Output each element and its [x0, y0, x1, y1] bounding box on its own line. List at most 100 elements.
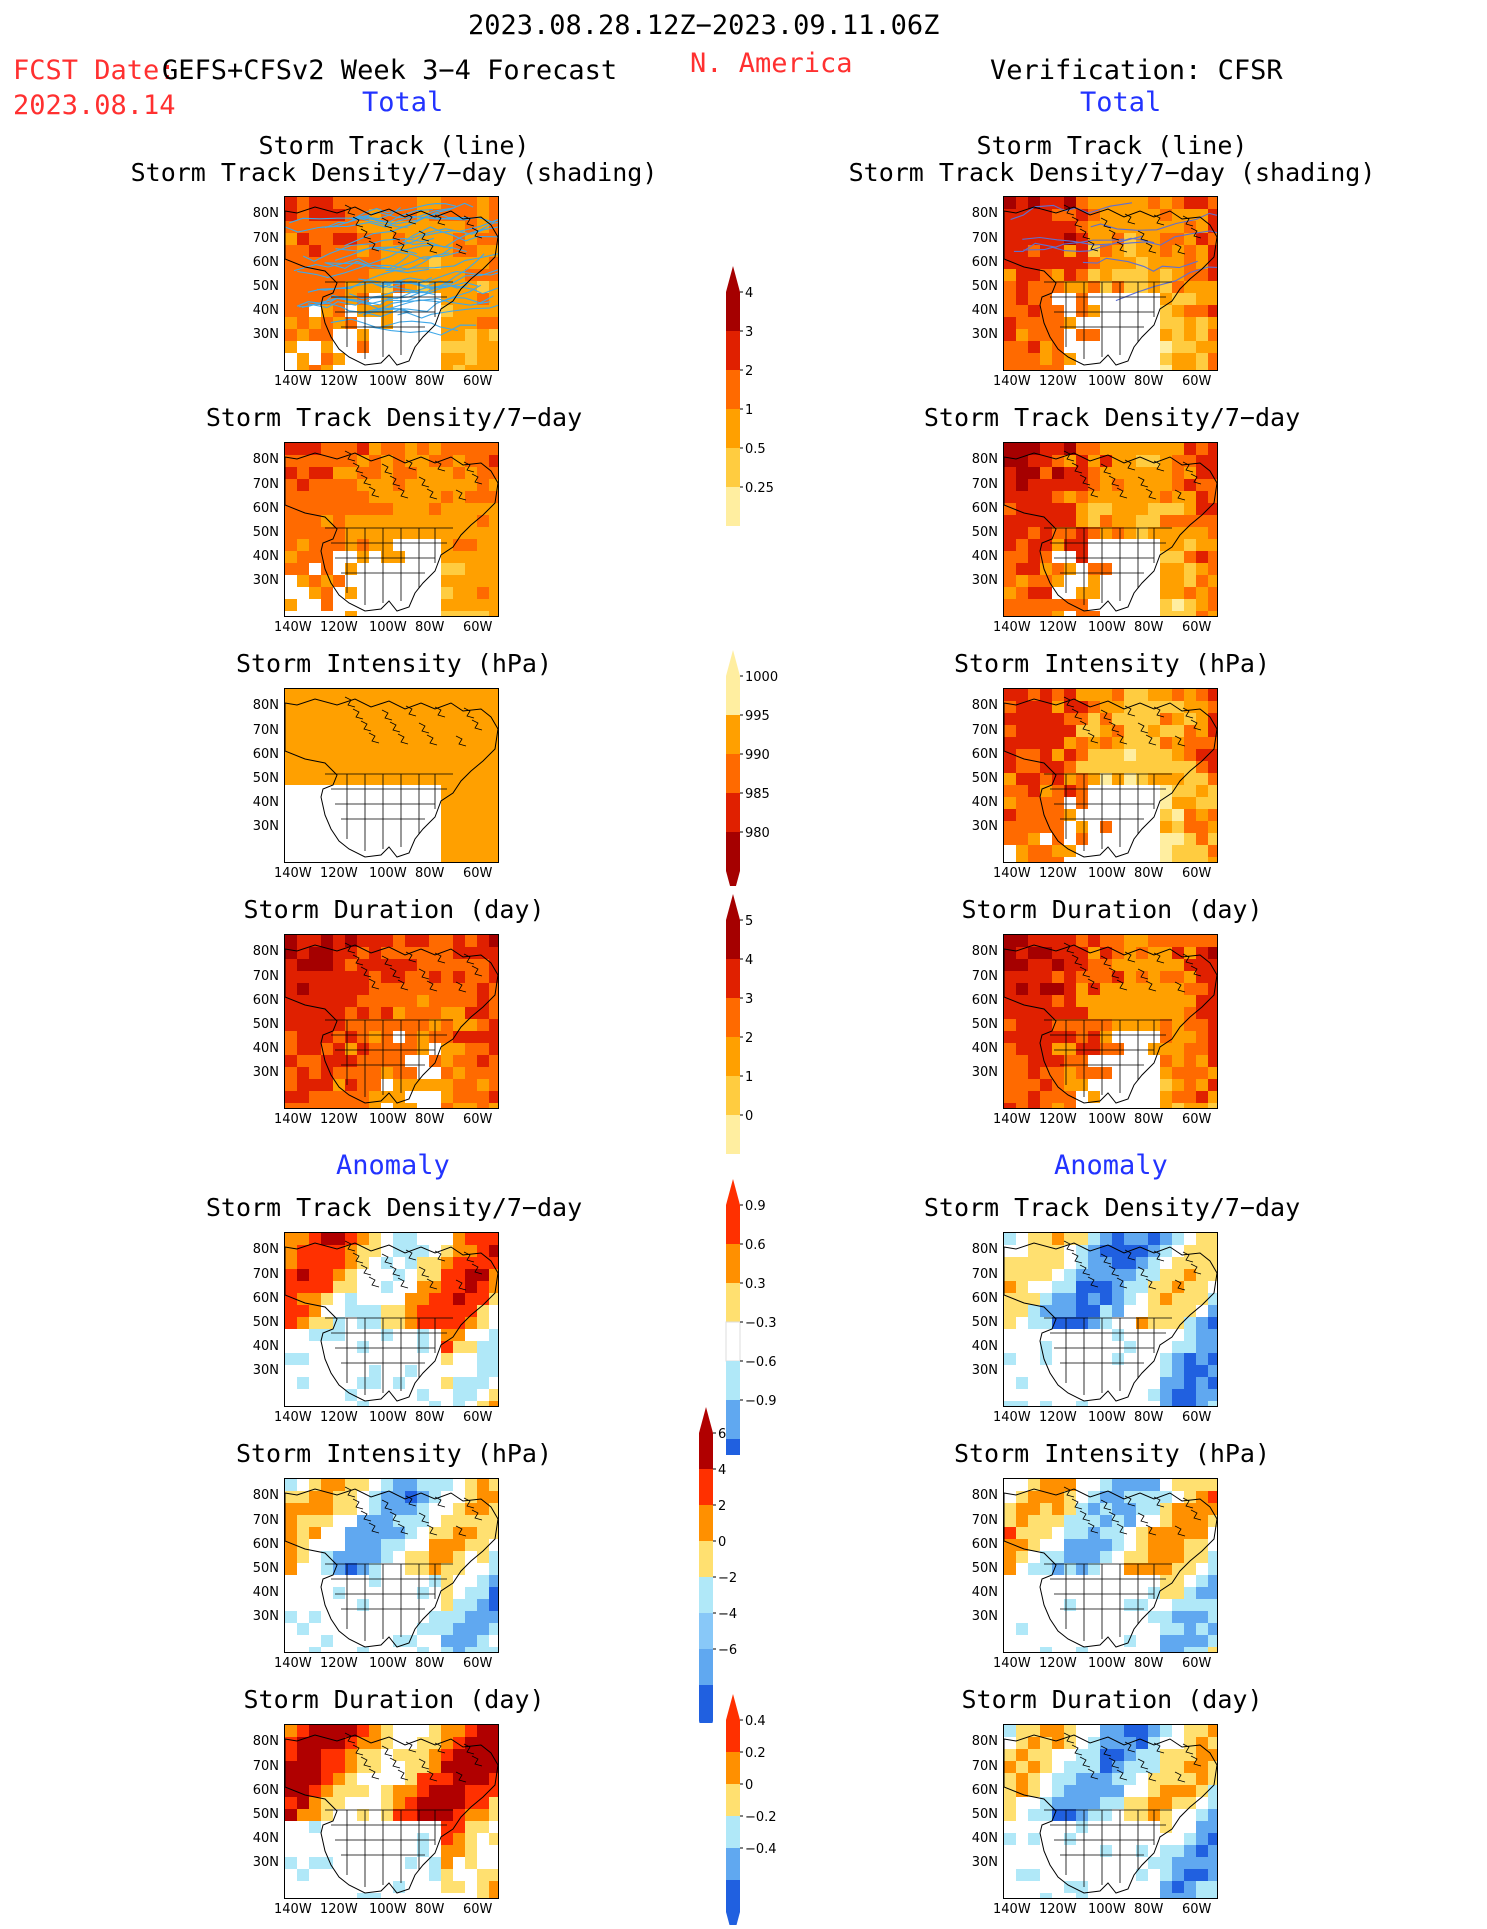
shade-cell — [1172, 1043, 1184, 1055]
shade-cell — [1028, 785, 1040, 797]
shade-cell — [297, 1785, 309, 1797]
shade-cell — [1148, 1797, 1160, 1809]
shade-cell — [1184, 245, 1196, 257]
shade-cell — [369, 971, 381, 983]
shade-cell — [1112, 269, 1124, 281]
island — [381, 463, 393, 475]
map-svg — [284, 443, 501, 623]
shade-cell — [1076, 491, 1088, 503]
shade-cell — [333, 197, 345, 209]
shade-cell — [381, 1491, 393, 1503]
shade-cell — [453, 935, 465, 947]
shade-cell — [1160, 197, 1172, 209]
shade-cell — [1196, 281, 1208, 293]
colorbar-segment — [726, 754, 740, 793]
shade-cell — [453, 503, 465, 515]
shade-cell — [453, 1797, 465, 1809]
shade-cell — [1016, 293, 1028, 305]
shade-cell — [1028, 935, 1040, 947]
shade-cell — [1208, 701, 1220, 713]
lat-tick-label: 50N — [971, 1017, 998, 1032]
shade-cell — [477, 689, 489, 701]
lon-tick-label: 80W — [1134, 1656, 1164, 1671]
shade-cell — [1184, 785, 1196, 797]
lat-tick-label: 50N — [252, 771, 279, 786]
shade-cell — [321, 773, 333, 785]
lon-tick-label: 140W — [274, 1656, 312, 1671]
shade-cell — [1064, 1007, 1076, 1019]
shade-cell — [429, 1257, 441, 1269]
shade-cell — [1124, 725, 1136, 737]
shade-cell — [1040, 269, 1052, 281]
shade-cell — [1160, 1281, 1172, 1293]
shade-cell — [1208, 1079, 1220, 1091]
shade-cell — [1088, 959, 1100, 971]
shade-cell — [1100, 1233, 1112, 1245]
storm-track-line — [321, 207, 455, 228]
shade-cell — [1076, 725, 1088, 737]
colorbar-arrow — [726, 1694, 740, 1720]
shade-cell — [285, 1527, 297, 1539]
shade-cell — [1028, 611, 1040, 623]
shade-cell — [1124, 269, 1136, 281]
shade-cell — [369, 1515, 381, 1527]
shade-cell — [489, 599, 501, 611]
shade-cell — [477, 725, 489, 737]
shade-cell — [1004, 1055, 1016, 1067]
shade-cell — [1088, 1245, 1100, 1257]
shade-cell — [1124, 1725, 1136, 1737]
shade-cell — [357, 281, 369, 293]
shade-cell — [417, 1389, 429, 1401]
storm-track-line — [403, 226, 512, 242]
shade-cell — [1172, 833, 1184, 845]
shade-cell — [489, 1353, 501, 1365]
shade-cell — [417, 1019, 429, 1031]
shade-cell — [1160, 797, 1172, 809]
shade-cell — [321, 1515, 333, 1527]
shade-cell — [1076, 1647, 1088, 1659]
shade-cell — [441, 599, 453, 611]
lon-tick-label: 140W — [274, 1902, 312, 1917]
shade-cell — [453, 491, 465, 503]
shade-cell — [1028, 1833, 1040, 1845]
shade-cell — [309, 329, 321, 341]
shade-cell — [1064, 503, 1076, 515]
shade-cell — [1184, 1551, 1196, 1563]
shade-cell — [429, 725, 441, 737]
shade-cell — [1172, 689, 1184, 701]
shade-cell — [357, 1377, 369, 1389]
shade-cell — [321, 1019, 333, 1031]
shade-cell — [1040, 725, 1052, 737]
shade-cell — [489, 1055, 501, 1067]
shade-cell — [1196, 1317, 1208, 1329]
shade-cell — [453, 563, 465, 575]
island — [1153, 706, 1165, 718]
shade-cell — [1172, 1611, 1184, 1623]
shade-cell — [405, 1857, 417, 1869]
panel-title-r3: Storm Intensity (hPa) — [953, 649, 1271, 678]
shade-cell — [1184, 1377, 1196, 1389]
shade-cell — [1184, 197, 1196, 209]
shade-cell — [1100, 761, 1112, 773]
shade-cell — [465, 1305, 477, 1317]
shade-cell — [453, 995, 465, 1007]
shade-cell — [453, 467, 465, 479]
shade-cell — [441, 353, 453, 365]
shade-cell — [1088, 749, 1100, 761]
shade-cell — [1004, 1031, 1016, 1043]
shade-cell — [1112, 1503, 1124, 1515]
shade-cell — [453, 197, 465, 209]
shade-cell — [489, 467, 501, 479]
shade-cell — [429, 935, 441, 947]
shade-cell — [489, 1575, 501, 1587]
shade-cell — [1040, 1257, 1052, 1269]
shade-cell — [1136, 455, 1148, 467]
island — [1071, 1744, 1083, 1756]
lat-tick-label: 60N — [252, 1291, 279, 1306]
shade-cell — [1052, 221, 1064, 233]
shade-cell — [345, 1269, 357, 1281]
shade-cell — [417, 1623, 429, 1635]
lon-tick-label: 120W — [1039, 1656, 1077, 1671]
shade-cell — [417, 737, 429, 749]
shade-cell — [369, 1055, 381, 1067]
